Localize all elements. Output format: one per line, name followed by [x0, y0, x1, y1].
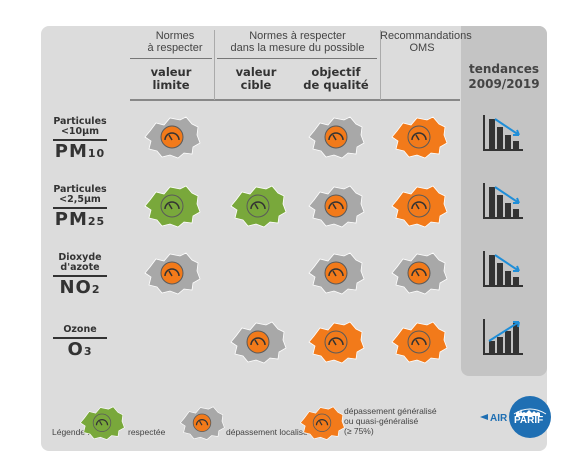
idf-map-localise [230, 321, 287, 364]
trend-down-arrow-bars-icon [483, 183, 523, 219]
gauge-icon [92, 413, 112, 432]
gauge-icon [324, 194, 348, 218]
pollutant-formula: PM25 [50, 211, 110, 231]
gauge-icon [192, 413, 212, 432]
pollutant-pm10: Particules <10µm PM10 [50, 117, 110, 163]
column-separator [214, 30, 215, 100]
gauge-icon [407, 330, 431, 354]
legend-generalise: dépassement généralisé ou quasi-générali… [344, 406, 437, 436]
idf-map-localise [144, 116, 201, 159]
column-separator [380, 30, 381, 100]
idf-map-respectee [144, 185, 201, 228]
pollutant-name: Ozone [63, 324, 97, 335]
gauge-icon [160, 125, 184, 149]
gauge-icon [160, 261, 184, 285]
fraction-bar [53, 207, 107, 209]
formula-subscript: 2 [91, 283, 101, 296]
subheader-rule [130, 99, 460, 101]
pollutant-name: Dioxyde d'azote [58, 252, 102, 273]
idf-map-generalise [391, 185, 448, 228]
gauge-icon [312, 413, 332, 432]
pollutant-no2: Dioxyde d'azote NO2 [50, 253, 110, 299]
trend-down-arrow-bars-icon [483, 115, 523, 151]
header-tendances: tendances 2009/2019 [468, 62, 540, 91]
header-rule-mesure [217, 58, 377, 59]
pollutant-pm25: Particules <2,5µm PM25 [50, 185, 110, 231]
legend-map-respectee [79, 406, 125, 440]
trends-column [461, 26, 547, 376]
gauge-icon [324, 125, 348, 149]
gauge-icon [324, 261, 348, 285]
idf-map-localise [391, 252, 448, 295]
legend-respectee: respectée [128, 427, 166, 437]
trend-down-arrow-bars-icon [483, 251, 523, 287]
idf-map-localise [308, 252, 365, 295]
idf-map-generalise [308, 321, 365, 364]
formula-text: PM [54, 141, 88, 162]
idf-map-generalise [391, 321, 448, 364]
header-normes: Normes à respecter [147, 30, 203, 54]
legend-label: Légende : [52, 427, 90, 437]
fraction-bar [53, 139, 107, 141]
gauge-icon [324, 330, 348, 354]
subheader-objectif-qualite: objectif de qualité [303, 65, 369, 92]
gauge-icon [407, 194, 431, 218]
legend-localise: dépassement localisé [226, 427, 308, 437]
legend-map-generalise [299, 406, 345, 440]
formula-subscript: 3 [83, 345, 93, 358]
pollutant-formula: O3 [50, 341, 110, 361]
formula-text: PM [54, 209, 88, 230]
formula-subscript: 25 [87, 215, 106, 228]
trend-up-arrow-bars-icon [483, 319, 523, 355]
header-oms: Recommandations OMS [380, 30, 472, 54]
gauge-icon [407, 125, 431, 149]
formula-subscript: 10 [87, 147, 106, 160]
pollutant-formula: PM10 [50, 143, 110, 163]
logo-text-air: AIR [490, 413, 508, 424]
airparif-logo: AIR PARIF [480, 396, 551, 438]
fraction-bar [53, 337, 107, 339]
idf-map-localise [144, 252, 201, 295]
idf-map-respectee [230, 185, 287, 228]
legend-map-localise [179, 406, 225, 440]
formula-text: O [67, 339, 84, 360]
idf-map-generalise [391, 116, 448, 159]
subheader-valeur-limite: valeur limite [150, 65, 192, 92]
subheader-valeur-cible: valeur cible [235, 65, 277, 92]
formula-text: NO [59, 277, 92, 298]
pollutant-o3: Ozone O3 [50, 325, 110, 361]
gauge-icon [246, 330, 270, 354]
header-normes-mesure: Normes à respecter dans la mesure du pos… [230, 30, 365, 54]
fraction-bar [53, 275, 107, 277]
idf-map-localise [308, 116, 365, 159]
pollutant-name: Particules <2,5µm [53, 184, 107, 205]
gauge-icon [246, 194, 270, 218]
gauge-icon [407, 261, 431, 285]
pollutant-name: Particules <10µm [53, 116, 107, 137]
logo-text-parif: PARIF [514, 415, 543, 426]
idf-map-localise [308, 185, 365, 228]
header-rule-normes [130, 58, 212, 59]
gauge-icon [160, 194, 184, 218]
pollutant-formula: NO2 [50, 279, 110, 299]
